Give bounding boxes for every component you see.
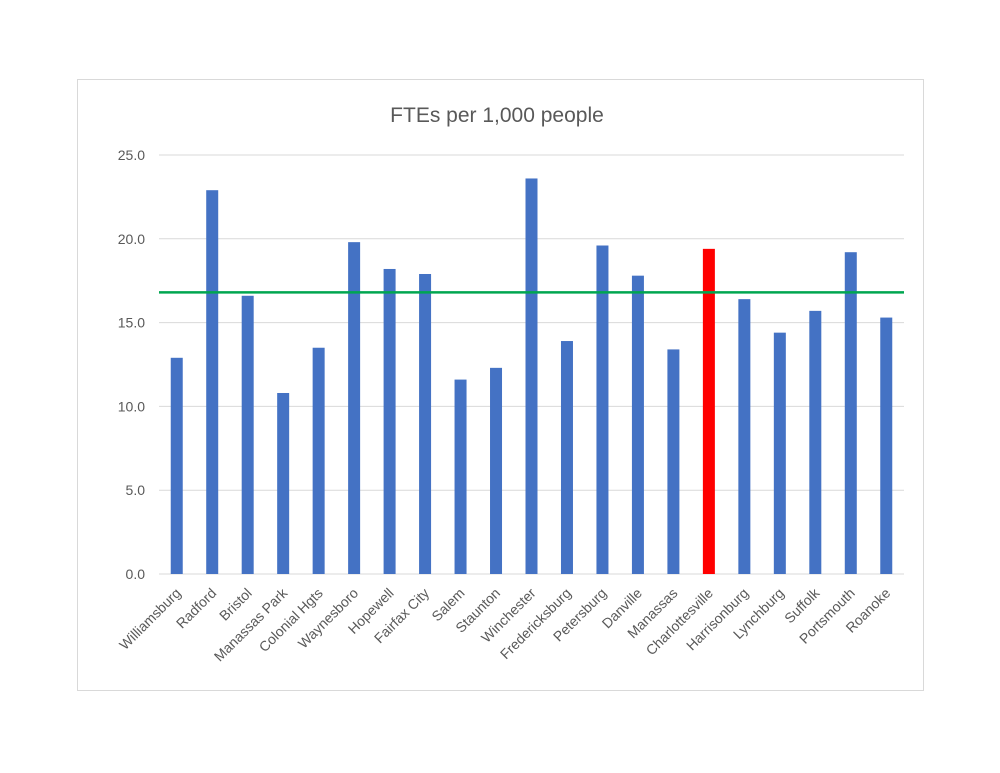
y-tick-label: 15.0	[118, 315, 145, 331]
chart-title: FTEs per 1,000 people	[390, 104, 604, 127]
bar	[312, 347, 325, 574]
bar	[206, 190, 219, 575]
bar	[454, 379, 467, 574]
chart-frame: FTEs per 1,000 people 0.0 5.0 10.0 15.0 20.0…	[77, 79, 924, 691]
bar	[596, 245, 609, 574]
bar	[170, 357, 183, 574]
bar	[525, 178, 538, 574]
y-axis-ticks: 0.0 5.0 10.0 15.0 20.0 25.0	[118, 147, 145, 582]
x-tick-label: Radford	[173, 585, 220, 632]
bar	[490, 367, 503, 574]
bar	[667, 349, 680, 574]
bar	[738, 299, 751, 574]
bar	[844, 252, 857, 574]
bar	[277, 392, 290, 574]
y-tick-label: 25.0	[118, 147, 145, 163]
bar	[773, 332, 786, 574]
y-tick-label: 10.0	[118, 398, 145, 414]
bar	[560, 341, 573, 574]
y-tick-label: 5.0	[126, 482, 146, 498]
y-tick-label: 0.0	[126, 566, 146, 582]
bar	[631, 275, 644, 574]
bar-highlight	[702, 248, 715, 574]
bar	[419, 273, 432, 574]
bar-chart: FTEs per 1,000 people 0.0 5.0 10.0 15.0 20.0…	[116, 104, 904, 664]
bar	[809, 310, 822, 574]
bar	[880, 317, 893, 574]
bar	[383, 268, 396, 574]
y-tick-label: 20.0	[118, 231, 145, 247]
bar	[348, 242, 361, 575]
bar	[241, 295, 254, 574]
bars	[170, 178, 893, 575]
